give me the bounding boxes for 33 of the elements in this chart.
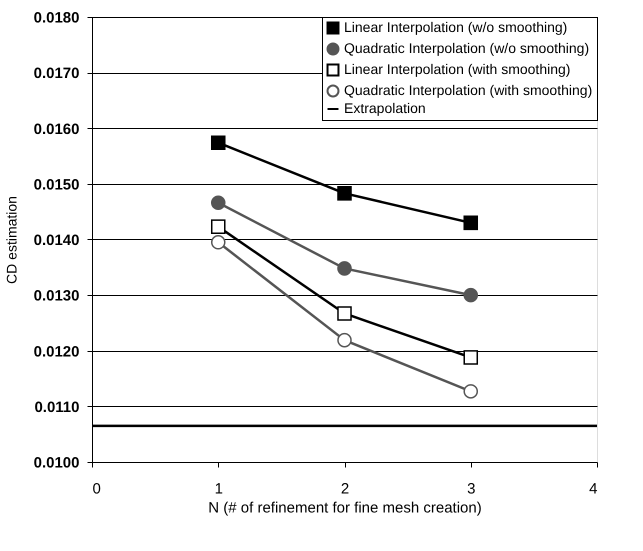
legend-label: Quadratic Interpolation (with smoothing) — [344, 82, 592, 98]
point — [210, 135, 226, 150]
x-tick-label: 1 — [214, 480, 223, 498]
point — [337, 261, 352, 276]
x-tick-label: 3 — [467, 480, 476, 498]
y-tick-label: 0.0120 — [34, 343, 80, 360]
point — [337, 332, 352, 348]
legend-label: Linear Interpolation (with smoothing) — [344, 61, 570, 77]
y-tick-label: 0.0150 — [34, 176, 80, 194]
point — [210, 235, 226, 250]
y-tick-label: 0.0160 — [34, 120, 80, 138]
point — [210, 196, 226, 210]
x-tick-label: 2 — [340, 480, 350, 498]
y-tick-label: 0.0140 — [34, 232, 80, 249]
y-tick-label: 0.0110 — [34, 398, 80, 416]
legend-label: Quadratic Interpolation (w/o smoothing) — [344, 40, 590, 56]
point — [463, 288, 478, 302]
point — [463, 384, 478, 399]
legend-label: Linear Interpolation (w/o smoothing) — [344, 19, 568, 35]
point — [463, 216, 478, 230]
x-tick-label: 4 — [589, 480, 598, 498]
y-tick-label: 0.0130 — [34, 288, 80, 305]
x-tick-label: 0 — [92, 480, 101, 498]
y-tick-label: 0.0100 — [34, 454, 80, 472]
y-axis-title: CD estimation — [4, 196, 20, 284]
legend-label: Extrapolation — [344, 100, 426, 116]
point — [337, 306, 352, 321]
y-tick-label: 0.0170 — [34, 65, 80, 82]
point — [463, 350, 478, 365]
point — [210, 219, 226, 234]
x-axis-title: N (# of refinement for fine mesh creation) — [208, 500, 482, 516]
point — [337, 186, 352, 201]
y-tick-label: 0.0180 — [34, 10, 80, 26]
